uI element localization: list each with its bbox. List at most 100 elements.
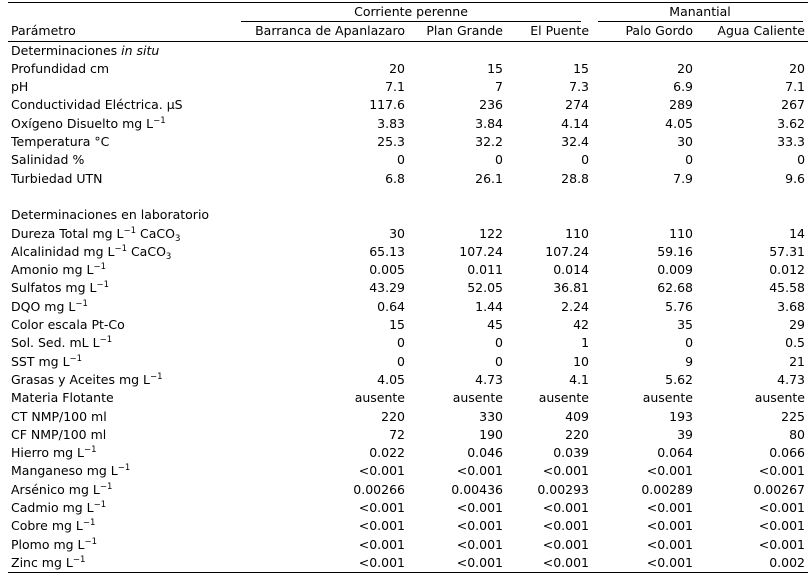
value-cell: <0.001: [758, 536, 806, 552]
table-row: CF NMP/100 ml 72 190 220 39 80: [8, 426, 808, 444]
value-cell: 5.76: [665, 298, 694, 314]
value-cell: <0.001: [646, 463, 694, 479]
table-row: Arsénico mg L−1 0.00266 0.00436 0.00293 0.00…: [8, 481, 808, 499]
group-header-spring: Manantial: [592, 2, 809, 23]
param-label-suffix: CaCO: [136, 225, 175, 241]
table-row: Sol. Sed. mL L−1 0 0 1 0 0.5: [8, 334, 808, 352]
param-cell: pH: [8, 78, 230, 96]
section-spacer-cell: [8, 188, 808, 206]
value-cell: 3.62: [777, 115, 806, 131]
value-cell: 0.005: [369, 262, 405, 278]
value-cell: 2.24: [561, 298, 590, 314]
group-header-spacer: [8, 2, 230, 23]
value-cell: 14: [789, 225, 806, 241]
table-row: Temperatura °C 25.3 32.2 32.4 30 33.3: [8, 133, 808, 151]
table-row: Dureza Total mg L−1 CaCO3 30 122 110 110 14: [8, 225, 808, 243]
value-cell: 289: [669, 97, 694, 113]
value-cell: 42: [573, 317, 590, 333]
section-in-situ-label: Determinaciones in situ: [8, 41, 808, 60]
param-label: Temperatura °C: [11, 134, 110, 150]
value-cell: 0: [397, 152, 405, 168]
value-cell: 62.68: [657, 280, 694, 296]
value-cell: 9.6: [785, 170, 806, 186]
table-row: Salinidad % 0 0 0 0 0: [8, 151, 808, 169]
value-cell: 7.3: [569, 79, 590, 95]
param-label: DQO mg L: [11, 298, 76, 314]
section-in-situ-prefix: Determinaciones: [11, 42, 122, 58]
table-row: Cadmio mg L−1 <0.001 <0.001 <0.001 <0.001 <0.…: [8, 499, 808, 517]
value-cell: 236: [479, 97, 503, 113]
table-row: pH 7.1 7 7.3 6.9 7.1: [8, 78, 808, 96]
value-cell: 72: [389, 426, 405, 442]
value-cell: 122: [479, 225, 503, 241]
value-cell: 4.1: [569, 371, 590, 387]
value-cell: 59.16: [657, 243, 694, 259]
value-cell: <0.001: [592, 553, 697, 573]
column-header-row: Parámetro Barranca de Apanlazaro Plan Gr…: [8, 22, 809, 42]
site-column-header: Palo Gordo: [592, 22, 697, 42]
param-cell: Arsénico mg L−1: [8, 481, 230, 499]
param-label: Grasas y Aceites mg L: [11, 371, 151, 387]
param-cell: SST mg L−1: [8, 353, 230, 371]
value-cell: 32.4: [561, 134, 590, 150]
param-cell: Temperatura °C: [8, 133, 230, 151]
value-cell: 0.00266: [353, 481, 405, 497]
value-cell: 5.62: [665, 371, 694, 387]
value-cell: 52.05: [467, 280, 503, 296]
value-cell: 220: [565, 426, 590, 442]
group-spring-label: Manantial: [597, 3, 803, 23]
table-row: Turbiedad UTN 6.8 26.1 28.8 7.9 9.6: [8, 170, 808, 188]
table-row: Color escala Pt-Co 15 45 42 35 29: [8, 316, 808, 334]
group-header-row: Corriente perenne Manantial: [8, 2, 809, 23]
param-cell: DQO mg L−1: [8, 298, 230, 316]
param-label-suffix: CaCO: [126, 243, 166, 259]
param-cell: Zinc mg L−1: [8, 553, 230, 573]
value-cell: 28.8: [561, 170, 590, 186]
value-cell: 0: [797, 152, 806, 168]
param-unit-exponent: −1: [150, 371, 163, 382]
section-heading-lab: Determinaciones en laboratorio: [8, 206, 808, 224]
param-cell: Profundidad cm: [8, 60, 230, 78]
value-cell: 0.00293: [537, 481, 590, 497]
param-label: Alcalinidad mg L: [11, 243, 115, 259]
param-cell: Grasas y Aceites mg L−1: [8, 371, 230, 389]
param-label: Oxígeno Disuelto mg L: [11, 115, 154, 131]
param-label: CF NMP/100 ml: [11, 426, 107, 442]
value-cell: 0.002: [696, 553, 809, 573]
value-cell: 107.24: [545, 243, 590, 259]
param-unit-exponent: −1: [123, 225, 137, 236]
param-cell: Hierro mg L−1: [8, 444, 230, 462]
param-cell: Alcalinidad mg L−1 CaCO3: [8, 243, 230, 261]
param-label: pH: [11, 79, 29, 95]
value-cell: 57.31: [769, 243, 806, 259]
param-label: Sulfatos mg L: [11, 280, 97, 296]
value-cell: <0.001: [456, 500, 503, 516]
value-cell: 6.9: [673, 79, 694, 95]
table-body: Determinaciones in situ Profundidad cm 20…: [8, 41, 809, 573]
value-cell: 110: [565, 225, 590, 241]
param-unit-exponent: −1: [93, 500, 107, 511]
table-row: Cobre mg L−1 <0.001 <0.001 <0.001 <0.001 <0.0…: [8, 517, 808, 535]
value-cell: <0.001: [758, 463, 806, 479]
value-cell: <0.001: [358, 536, 405, 552]
value-cell: 0.5: [785, 335, 806, 351]
section-lab-label: Determinaciones en laboratorio: [11, 207, 210, 223]
param-label: Sol. Sed. mL L: [11, 335, 100, 351]
param-cell: Amonio mg L−1: [8, 261, 230, 279]
group-perennial-label: Corriente perenne: [241, 3, 581, 23]
table-row: Alcalinidad mg L−1 CaCO3 65.13 107.24 107.2…: [8, 243, 808, 261]
param-unit-exponent: −1: [72, 554, 86, 565]
value-cell: 4.73: [475, 371, 503, 387]
table-row: Materia Flotante ausente ausente ausente aus…: [8, 389, 808, 407]
site-column-header: Agua Caliente: [696, 22, 809, 42]
value-cell: 0.00267: [753, 481, 806, 497]
value-cell: 225: [781, 408, 806, 424]
value-cell: 0: [685, 152, 694, 168]
param-label: Hierro mg L: [11, 445, 85, 461]
value-cell: 6.8: [385, 170, 405, 186]
value-cell: ausente: [642, 390, 694, 406]
param-cell: Sulfatos mg L−1: [8, 279, 230, 297]
value-cell: <0.001: [542, 536, 590, 552]
value-cell: 1.44: [475, 298, 503, 314]
value-cell: 4.05: [665, 115, 694, 131]
